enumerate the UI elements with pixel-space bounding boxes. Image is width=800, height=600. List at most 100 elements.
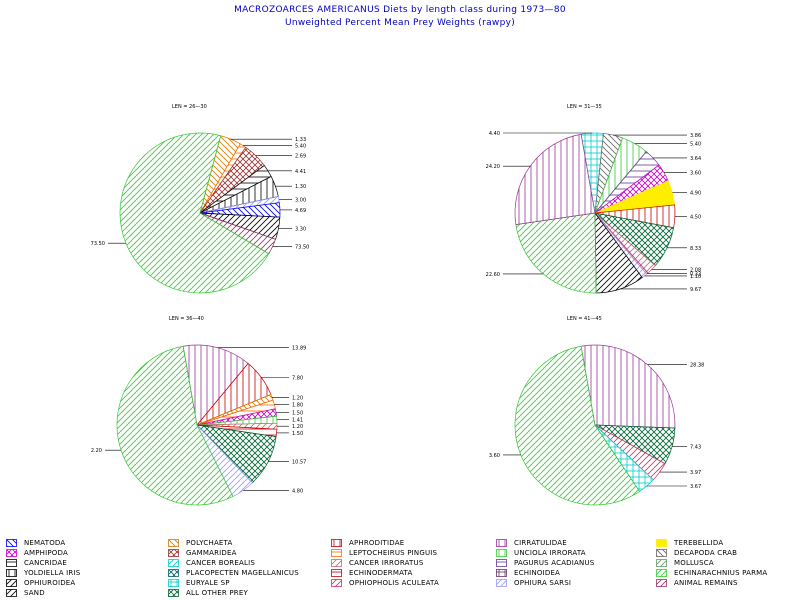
slice-label: 1.50 xyxy=(292,410,303,416)
slice-label: 3.67 xyxy=(690,484,701,490)
slice-label: 3.60 xyxy=(690,171,701,177)
legend-item: EURYALE SP xyxy=(168,578,230,588)
legend-item: CIRRATULIDAE xyxy=(496,538,567,548)
slice-label: 1.10 xyxy=(690,274,701,280)
legend-item: YOLDIELLA IRIS xyxy=(6,568,80,578)
legend-swatch xyxy=(6,559,17,567)
legend-item: NEMATODA xyxy=(6,538,65,548)
legend-swatch xyxy=(168,549,179,557)
pie-slice-3-11 xyxy=(116,345,234,506)
slice-label: 3.86 xyxy=(690,133,701,139)
slice-label: 5.40 xyxy=(295,144,306,150)
legend-item: OPHIUROIDEA xyxy=(6,578,75,588)
slice-label: 4.50 xyxy=(690,214,701,220)
legend-label: NEMATODA xyxy=(24,539,66,547)
legend-item: CANCRIDAE xyxy=(6,558,67,568)
pie-title: LEN = 31—35 xyxy=(567,104,602,110)
slice-label: 4.40 xyxy=(489,131,500,137)
legend-label: CANCER IRRORATUS xyxy=(349,559,424,567)
slice-label: 1.80 xyxy=(292,402,303,408)
slice-label: 7.80 xyxy=(292,376,303,382)
pie-slice-2-14 xyxy=(514,133,596,226)
legend-item: OPHIOPHOLIS ACULEATA xyxy=(331,578,439,588)
legend-item: GAMMARIDEA xyxy=(168,548,237,558)
legend-swatch xyxy=(6,589,17,597)
legend-label: POLYCHAETA xyxy=(186,539,233,547)
pie-slice-4-5 xyxy=(514,345,641,506)
legend-item: AMPHIPODA xyxy=(6,548,68,558)
slice-label: 1.33 xyxy=(295,137,306,143)
legend-label: CANCRIDAE xyxy=(24,559,68,567)
legend-label: OPHIURA SARSI xyxy=(514,579,572,587)
pie-chart-3: LEN = 36—4013.897.801.201.801.501.411.20… xyxy=(91,316,306,506)
pie-slice-1-11 xyxy=(119,132,270,294)
slice-label: 24.20 xyxy=(486,164,500,170)
slice-label: 4.41 xyxy=(295,169,306,175)
legend-swatch xyxy=(496,549,507,557)
pie-title: LEN = 26—30 xyxy=(172,104,207,110)
legend-label: OPHIOPHOLIS ACULEATA xyxy=(349,579,439,587)
legend-item: PLACOPECTEN MAGELLANICUS xyxy=(168,568,299,578)
pie-charts-area: LEN = 26—301.335.402.694.411.303.004.693… xyxy=(91,104,704,506)
legend-swatch xyxy=(168,539,179,547)
legend-item: SAND xyxy=(6,588,45,598)
legend-label: ECHINARACHNIUS PARMA xyxy=(674,569,768,577)
legend-label: LEPTOCHEIRUS PINGUIS xyxy=(349,549,438,557)
pie-title: LEN = 41—45 xyxy=(567,316,602,322)
slice-label: 3.64 xyxy=(690,156,701,162)
legend-swatch xyxy=(656,559,667,567)
legend-item: ALL OTHER PREY xyxy=(168,588,248,598)
legend-swatch xyxy=(656,539,667,547)
slice-label: 2.08 xyxy=(690,267,701,273)
legend-item: POLYCHAETA xyxy=(168,538,232,548)
legend-label: UNCIOLA IRRORATA xyxy=(514,549,586,557)
slice-label: 3.60 xyxy=(489,453,500,459)
legend-item: MOLLUSCA xyxy=(656,558,714,568)
slice-label: 9.67 xyxy=(690,287,701,293)
legend-swatch xyxy=(656,549,667,557)
chart-title: MACROZOARCES AMERICANUS Diets by length … xyxy=(234,5,566,15)
slice-label: 3.97 xyxy=(690,470,701,476)
slice-label: 10.57 xyxy=(292,460,306,466)
legend-item: TEREBELLIDA xyxy=(656,538,723,548)
legend-label: YOLDIELLA IRIS xyxy=(24,569,81,577)
legend-swatch xyxy=(6,569,17,577)
legend-swatch xyxy=(496,539,507,547)
slice-label: 5.40 xyxy=(690,142,701,148)
legend-swatch xyxy=(331,539,342,547)
legend-item: ECHINOIDEA xyxy=(496,568,560,578)
slice-label: 1.30 xyxy=(295,184,306,190)
legend-label: PLACOPECTEN MAGELLANICUS xyxy=(186,569,299,577)
legend-label: SAND xyxy=(24,589,45,597)
pie-slice-4-1 xyxy=(580,344,676,429)
legend-swatch xyxy=(168,579,179,587)
legend-swatch xyxy=(331,579,342,587)
legend-label: ECHINODERMATA xyxy=(349,569,413,577)
legend-label: EURYALE SP xyxy=(186,579,230,587)
legend-swatch xyxy=(496,579,507,587)
legend-label: OPHIUROIDEA xyxy=(24,579,76,587)
legend-item: CANCER IRRORATUS xyxy=(331,558,423,568)
legend-swatch xyxy=(168,589,179,597)
pie-slice-2-13 xyxy=(515,212,597,294)
legend-label: ANIMAL REMAINS xyxy=(674,579,738,587)
legend-label: APHRODITIDAE xyxy=(349,539,405,547)
slice-label: 2.20 xyxy=(91,448,102,454)
slice-label: 22.60 xyxy=(486,272,500,278)
slice-label: 3.30 xyxy=(295,226,306,232)
legend-label: PAGURUS ACADIANUS xyxy=(514,559,595,567)
legend-item: DECAPODA CRAB xyxy=(656,548,737,558)
slice-label: 0.33 xyxy=(690,272,701,278)
legend-swatch xyxy=(6,539,17,547)
legend-swatch xyxy=(331,559,342,567)
legend-swatch xyxy=(6,549,17,557)
legend-swatch xyxy=(496,569,507,577)
pie-title: LEN = 36—40 xyxy=(169,316,204,322)
slice-label: 4.69 xyxy=(295,208,306,214)
legend-label: AMPHIPODA xyxy=(24,549,68,557)
legend-label: GAMMARIDEA xyxy=(186,549,237,557)
slice-label: 3.00 xyxy=(295,198,306,204)
slice-label: 2.69 xyxy=(295,154,306,160)
slice-label: 4.90 xyxy=(690,191,701,197)
legend-label: ECHINOIDEA xyxy=(514,569,561,577)
